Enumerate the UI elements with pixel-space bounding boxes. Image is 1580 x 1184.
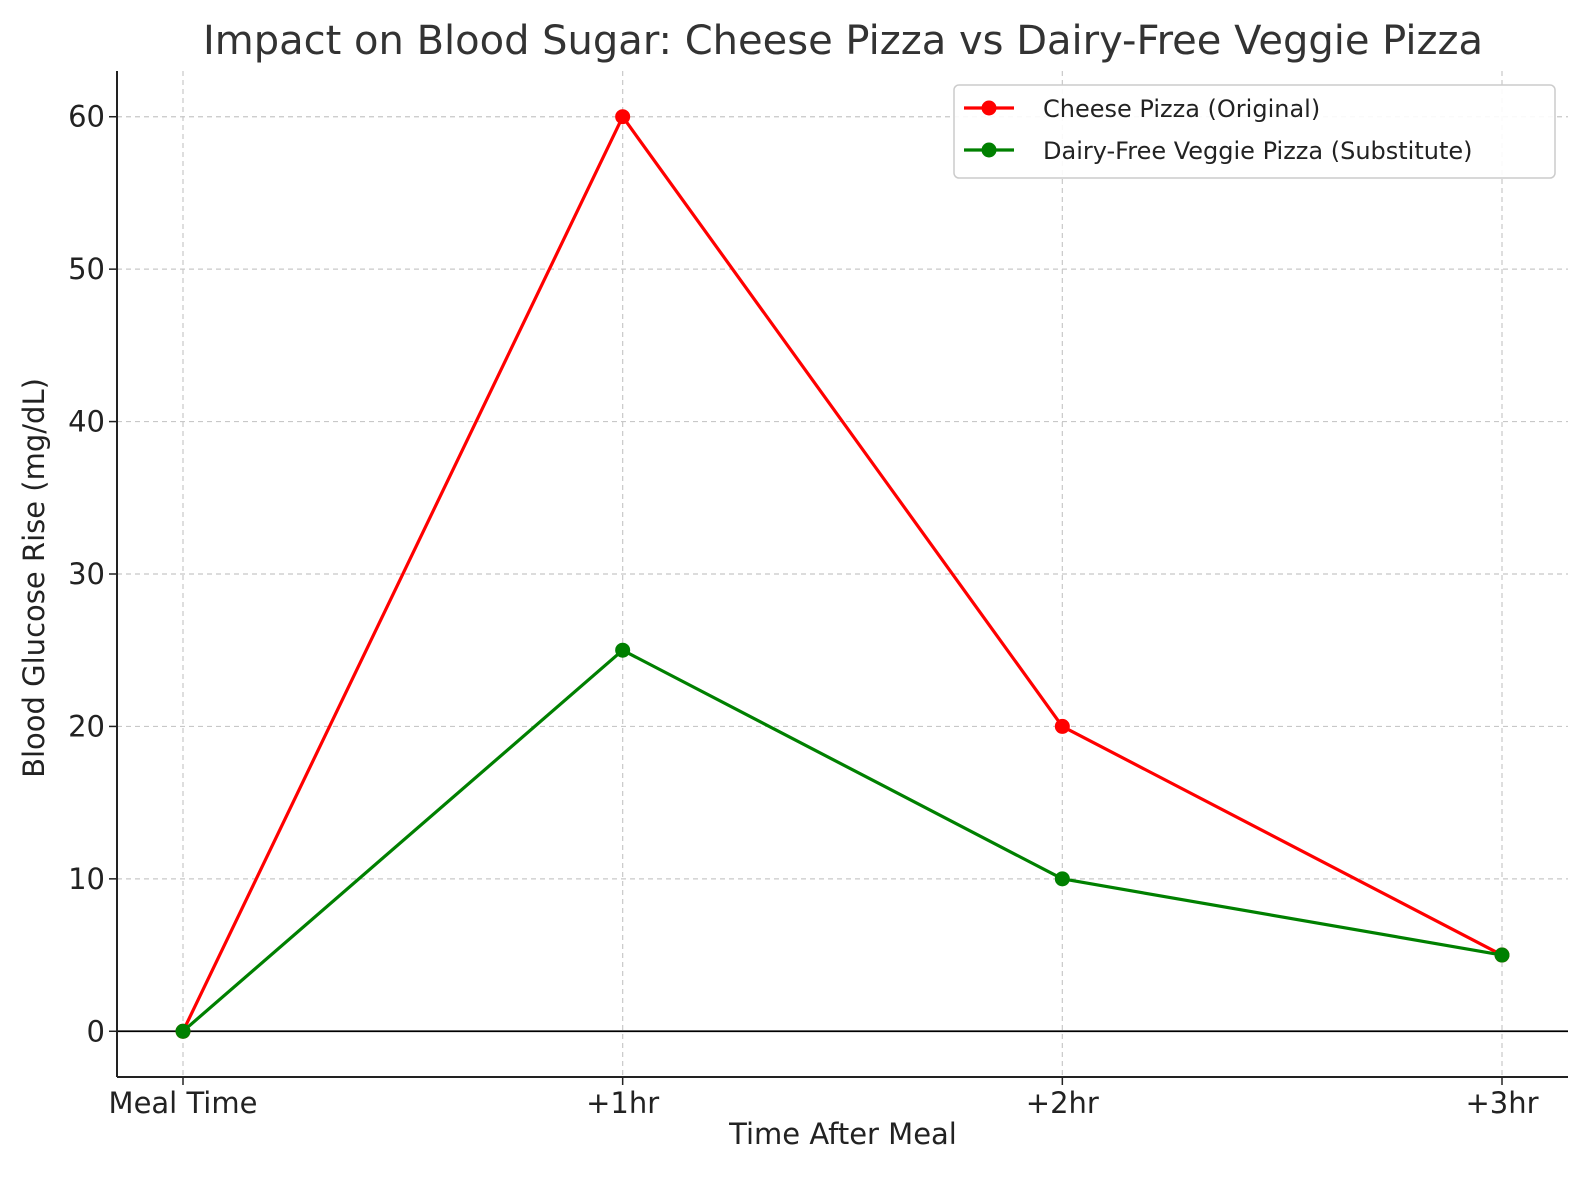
y-tick-label: 20 bbox=[68, 709, 105, 743]
data-point bbox=[175, 1023, 191, 1039]
y-tick-label: 0 bbox=[87, 1014, 105, 1048]
series bbox=[175, 109, 1510, 1039]
x-tick-label: +2hr bbox=[1026, 1086, 1099, 1120]
y-tick-label: 50 bbox=[68, 252, 105, 286]
legend-box bbox=[953, 84, 1556, 179]
y-tick-label: 10 bbox=[68, 862, 105, 896]
data-point bbox=[1494, 947, 1510, 963]
x-axis-label: Time After Meal bbox=[728, 1117, 957, 1151]
y-tick-label: 60 bbox=[68, 100, 105, 134]
chart-title: Impact on Blood Sugar: Cheese Pizza vs D… bbox=[203, 18, 1483, 64]
series-line bbox=[181, 648, 1503, 1033]
data-point bbox=[615, 642, 631, 658]
legend-label: Cheese Pizza (Original) bbox=[1043, 95, 1320, 123]
axes bbox=[109, 71, 1568, 1085]
x-tick-label: +3hr bbox=[1465, 1086, 1538, 1120]
series-line bbox=[181, 115, 1503, 1032]
series-dairy-free-veggie-pizza bbox=[175, 642, 1510, 1039]
data-point bbox=[1054, 871, 1070, 887]
y-axis-label: Blood Glucose Rise (mg/dL) bbox=[17, 378, 51, 778]
legend-label: Dairy-Free Veggie Pizza (Substitute) bbox=[1043, 137, 1473, 165]
data-point bbox=[1054, 718, 1070, 734]
y-tick-label: 30 bbox=[68, 557, 105, 591]
x-tick-label: Meal Time bbox=[109, 1086, 258, 1120]
tick-labels: 0 10 20 30 40 50 60 Meal Time +1hr +2hr +3hr bbox=[68, 100, 1539, 1120]
legend-swatch-marker bbox=[981, 142, 997, 158]
legend: Cheese Pizza (Original) Dairy-Free Veggie… bbox=[953, 84, 1556, 179]
legend-swatch-marker bbox=[981, 100, 997, 116]
y-tick-label: 40 bbox=[68, 405, 105, 439]
x-tick-label: +1hr bbox=[586, 1086, 659, 1120]
data-point bbox=[615, 109, 631, 125]
